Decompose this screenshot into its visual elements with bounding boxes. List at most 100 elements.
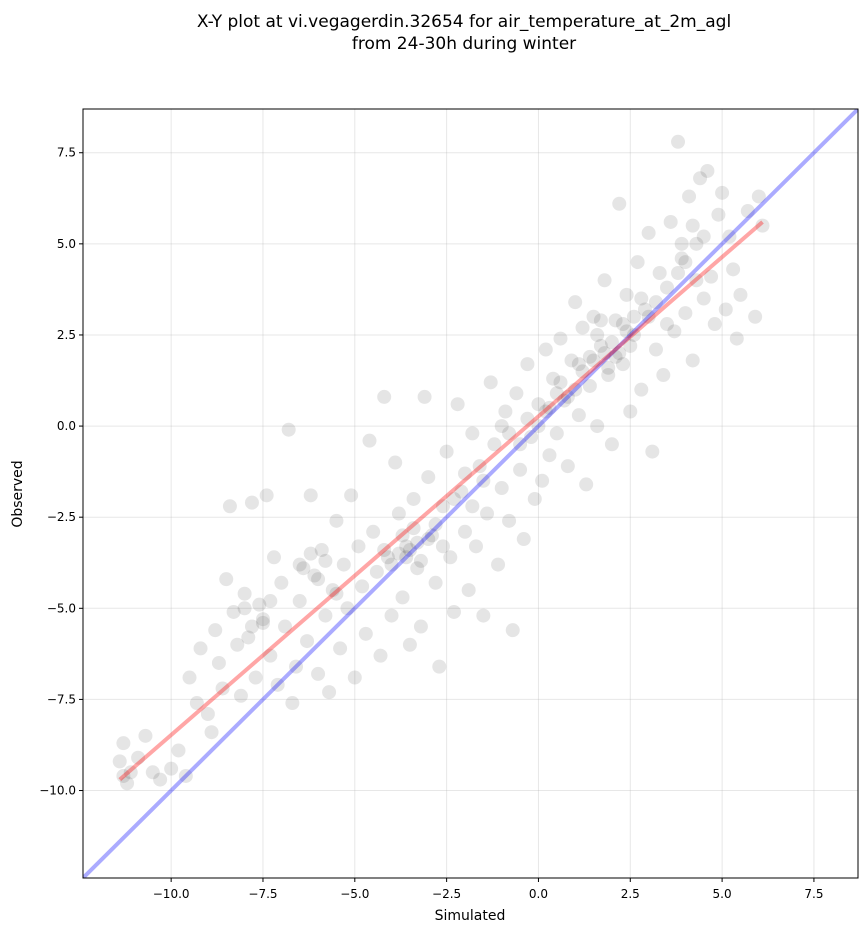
data-point	[255, 612, 270, 627]
y-axis-ticks: −10.0 −7.5 −5.0 −2.5 0.0 2.5 5.0 7.5	[39, 146, 83, 798]
data-point	[641, 309, 656, 324]
data-point	[424, 528, 439, 543]
data-point	[351, 539, 366, 554]
data-point	[226, 604, 241, 619]
data-point	[421, 532, 436, 547]
data-point	[700, 163, 715, 178]
data-point	[634, 291, 649, 306]
data-point	[634, 382, 649, 397]
data-point	[660, 280, 675, 295]
y-tick-label: 5.0	[57, 237, 76, 251]
data-point	[325, 583, 340, 598]
data-point	[443, 550, 458, 565]
data-point	[230, 637, 245, 652]
data-point	[516, 532, 531, 547]
data-point	[410, 535, 425, 550]
y-tick-label: −10.0	[39, 784, 76, 798]
data-point	[116, 768, 131, 783]
data-point	[248, 670, 263, 685]
data-point	[384, 608, 399, 623]
data-point	[733, 287, 748, 302]
data-point	[413, 553, 428, 568]
data-point	[660, 317, 675, 332]
data-point	[318, 608, 333, 623]
data-point	[171, 743, 186, 758]
data-point	[395, 528, 410, 543]
data-point	[597, 346, 612, 361]
data-point	[311, 666, 326, 681]
data-point	[208, 623, 223, 638]
data-point	[560, 459, 575, 474]
data-point	[494, 481, 509, 496]
data-point	[465, 499, 480, 514]
y-tick-label: −5.0	[47, 601, 76, 615]
x-tick-label: 7.5	[804, 887, 823, 901]
data-point	[373, 648, 388, 663]
data-point	[579, 477, 594, 492]
data-point	[469, 539, 484, 554]
data-point	[619, 324, 634, 339]
data-point	[711, 207, 726, 222]
data-point	[740, 204, 755, 219]
data-point	[674, 251, 689, 266]
grid	[83, 109, 858, 878]
data-point	[263, 648, 278, 663]
data-point	[491, 557, 506, 572]
data-point	[340, 601, 355, 616]
data-point	[560, 389, 575, 404]
data-point	[509, 386, 524, 401]
data-point	[116, 736, 131, 751]
data-point	[531, 397, 546, 412]
data-point	[542, 400, 557, 415]
data-point	[696, 291, 711, 306]
data-point	[502, 513, 517, 528]
data-point	[535, 473, 550, 488]
x-tick-label: 0.0	[529, 887, 548, 901]
y-tick-label: 7.5	[57, 146, 76, 160]
data-point	[615, 317, 630, 332]
data-point	[454, 484, 469, 499]
data-point	[244, 495, 259, 510]
data-point	[707, 317, 722, 332]
y-axis-label: Observed	[10, 460, 26, 527]
data-point	[590, 419, 605, 434]
chart-title-line-1: X-Y plot at vi.vegagerdin.32654 for air_…	[197, 12, 731, 32]
x-tick-label: −2.5	[432, 887, 461, 901]
data-point	[413, 619, 428, 634]
x-tick-label: −5.0	[340, 887, 369, 901]
data-point	[259, 488, 274, 503]
data-point	[395, 590, 410, 605]
data-point	[314, 542, 329, 557]
data-point	[586, 309, 601, 324]
data-point	[476, 473, 491, 488]
data-point	[307, 568, 322, 583]
x-tick-label: −10.0	[153, 887, 190, 901]
data-point	[366, 524, 381, 539]
data-point	[450, 397, 465, 412]
x-tick-label: −7.5	[248, 887, 277, 901]
data-point	[626, 309, 641, 324]
data-point	[524, 430, 539, 445]
data-point	[718, 302, 733, 317]
data-point	[637, 302, 652, 317]
data-point	[222, 499, 237, 514]
data-point	[520, 411, 535, 426]
data-point	[377, 389, 392, 404]
data-point	[237, 586, 252, 601]
data-point	[553, 331, 568, 346]
y-tick-label: 0.0	[57, 419, 76, 433]
data-point	[435, 539, 450, 554]
data-point	[303, 546, 318, 561]
data-point	[270, 677, 285, 692]
plot-frame	[82, 108, 859, 879]
data-point	[153, 772, 168, 787]
data-point	[182, 670, 197, 685]
data-point	[138, 728, 153, 743]
y-tick-label: −7.5	[47, 692, 76, 706]
data-point	[704, 269, 719, 284]
data-point	[388, 455, 403, 470]
data-point	[318, 553, 333, 568]
fit-lines	[83, 109, 858, 878]
data-point	[421, 470, 436, 485]
data-point	[751, 189, 766, 204]
